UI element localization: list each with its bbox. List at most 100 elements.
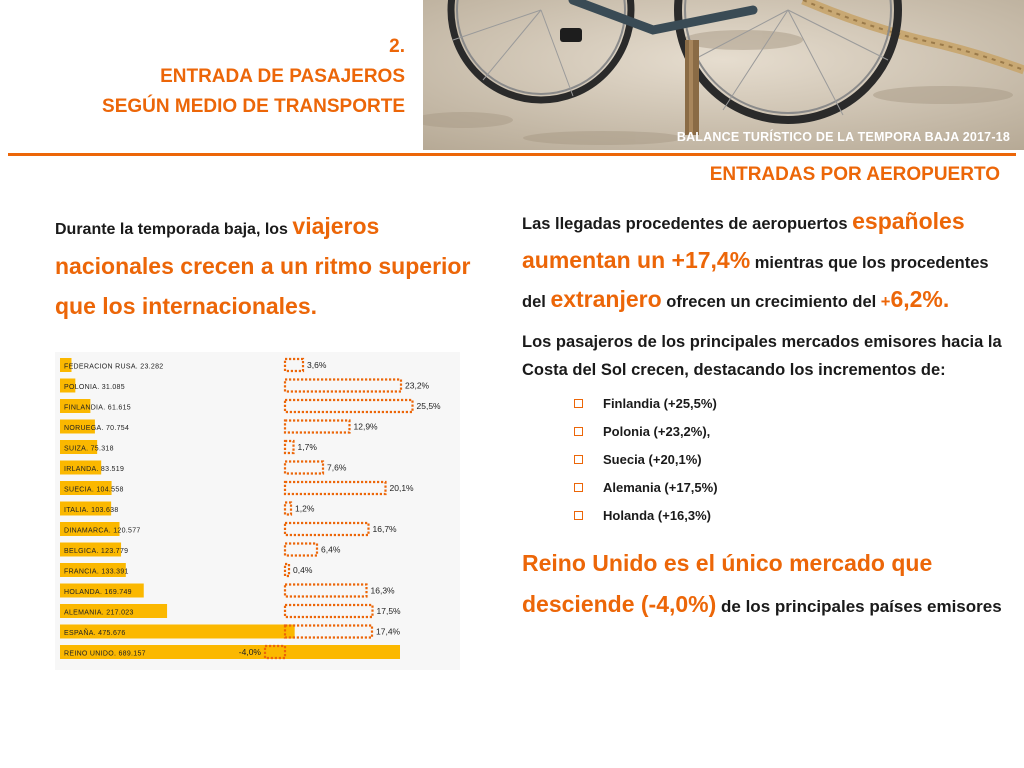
passenger-bar — [60, 501, 112, 516]
p1-a: Las llegadas procedentes de aeropuertos — [522, 215, 853, 233]
category-label: HOLANDA. 169.749 — [64, 589, 132, 596]
passenger-bar — [60, 481, 112, 495]
list-item: Finlandia (+25,5%) — [574, 390, 1007, 418]
intro-text: Durante la temporada baja, los viajeros … — [55, 208, 475, 328]
square-bullet-icon — [574, 482, 583, 492]
category-label: ALEMANIA. 217.023 — [64, 610, 134, 617]
list-item: Alemania (+17,5%) — [574, 474, 1007, 502]
intro-highlight2: nacionales crecen a un ritmo superior qu… — [55, 253, 471, 319]
passenger-bar — [60, 440, 98, 454]
markets-summary: Los pasajeros de los principales mercado… — [522, 333, 1002, 379]
uk-summary: Reino Unido es el único mercado que desc… — [522, 544, 1007, 626]
category-label: BELGICA. 123.779 — [64, 548, 128, 555]
growth-bar — [283, 419, 351, 434]
square-bullet-icon — [574, 510, 583, 520]
passenger-bar — [60, 378, 76, 393]
passenger-bar — [60, 563, 126, 577]
passenger-bar — [60, 399, 91, 413]
list-item: Holanda (+16,3%) — [574, 502, 1007, 530]
growth-bar — [263, 644, 287, 660]
bicycle-illustration — [423, 0, 1024, 150]
right-column: Las llegadas procedentes de aeropuertos … — [522, 203, 1007, 626]
growth-bar — [283, 501, 293, 516]
growth-label: 1,2% — [295, 504, 315, 514]
passenger-bar — [60, 522, 120, 536]
list-item: Polonia (+23,2%), — [574, 418, 1007, 446]
photo-caption: BALANCE TURÍSTICO DE LA TEMPORA BAJA 201… — [676, 130, 1010, 144]
passenger-bar — [60, 624, 295, 639]
growth-label: 6,4% — [321, 545, 341, 555]
passenger-bar — [60, 604, 168, 618]
top-markets-list: Finlandia (+25,5%) Polonia (+23,2%), Sue… — [522, 390, 1007, 530]
orange-divider — [8, 153, 1016, 156]
category-label: REINO UNIDO. 689.157 — [64, 651, 146, 658]
growth-label: 25,5% — [417, 401, 442, 411]
intro-highlight1: viajeros — [292, 213, 380, 239]
growth-bar — [283, 357, 305, 373]
title-line-2: SEGÚN MEDIO DE TRANSPORTE — [102, 96, 405, 117]
growth-label: 17,4% — [376, 627, 401, 637]
growth-bar — [283, 603, 374, 619]
p3-small: de los principales países emisores — [716, 597, 1002, 616]
list-item-label: Alemania (+17,5%) — [603, 480, 718, 495]
category-label: DINAMARCA. 120.577 — [64, 528, 141, 535]
passenger-chart: FEDERACION RUSA. 23.282 3,6% POLONIA. 31.0… — [55, 352, 460, 670]
category-label: FEDERACION RUSA. 23.282 — [64, 364, 164, 371]
section-title: 2. ENTRADA DE PASAJEROS SEGÚN MEDIO DE T… — [20, 32, 405, 122]
header-photo: BALANCE TURÍSTICO DE LA TEMPORA BAJA 201… — [423, 0, 1024, 150]
square-bullet-icon — [574, 454, 583, 464]
list-item-label: Holanda (+16,3%) — [603, 508, 712, 523]
p1-b: mientras que los procedentes del — [522, 254, 989, 311]
list-item-label: Polonia (+23,2%), — [603, 424, 711, 439]
category-label: FINLANDIA. 61.615 — [64, 405, 131, 412]
growth-bar — [283, 521, 370, 537]
growth-bar — [283, 542, 319, 557]
passenger-bar — [60, 460, 102, 475]
category-label: SUIZA. 75.318 — [64, 446, 114, 453]
p1-big3: 6,2%. — [890, 286, 950, 312]
passenger-bar — [60, 542, 122, 557]
category-label: POLONIA. 31.085 — [64, 384, 125, 391]
p1-c: ofrecen un crecimiento del — [661, 293, 881, 311]
category-label: NORUEGA. 70.754 — [64, 425, 129, 432]
category-label: IRLANDA. 83.519 — [64, 466, 124, 473]
title-line-1: ENTRADA DE PASAJEROS — [160, 66, 405, 87]
p1-big1: españoles aumentan un +17,4% — [522, 208, 965, 273]
growth-label: 20,1% — [390, 483, 415, 493]
growth-label: 7,6% — [327, 463, 347, 473]
category-label: ESPAÑA. 475.676 — [64, 628, 126, 637]
chart-svg: FEDERACION RUSA. 23.282 3,6% POLONIA. 31.0… — [55, 352, 460, 670]
growth-bar — [283, 460, 325, 475]
growth-bar — [283, 624, 374, 639]
square-bullet-icon — [574, 426, 583, 436]
passenger-bar — [60, 419, 95, 434]
growth-label: 3,6% — [307, 360, 327, 370]
growth-label: -4,0% — [239, 647, 262, 657]
category-label: ITALIA. 103.638 — [64, 507, 119, 514]
intro-part1: Durante la temporada baja, los — [55, 221, 293, 238]
list-item-label: Suecia (+20,1%) — [603, 452, 702, 467]
growth-label: 0,4% — [293, 565, 313, 575]
list-item-label: Finlandia (+25,5%) — [603, 396, 717, 411]
growth-label: 23,2% — [405, 381, 430, 391]
passenger-bar — [60, 645, 400, 659]
passenger-bar — [60, 358, 72, 372]
airport-summary: Las llegadas procedentes de aeropuertos … — [522, 203, 1007, 320]
growth-bar — [283, 398, 414, 414]
growth-label: 16,3% — [371, 586, 396, 596]
square-bullet-icon — [574, 398, 583, 408]
growth-label: 1,7% — [298, 442, 318, 452]
category-label: SUECIA. 104.558 — [64, 487, 124, 494]
growth-bar — [283, 378, 403, 393]
growth-bar — [283, 562, 291, 578]
growth-label: 16,7% — [373, 524, 398, 534]
growth-bar — [283, 439, 295, 455]
p3-big: Reino Unido es el único mercado que desc… — [522, 550, 933, 617]
section-number: 2. — [389, 36, 405, 57]
category-label: FRANCIA. 133.391 — [64, 569, 129, 576]
growth-label: 17,5% — [377, 606, 402, 616]
p1-big2: extranjero — [550, 286, 662, 312]
list-item: Suecia (+20,1%) — [574, 446, 1007, 474]
growth-bar — [283, 583, 368, 598]
passenger-bar — [60, 583, 144, 598]
